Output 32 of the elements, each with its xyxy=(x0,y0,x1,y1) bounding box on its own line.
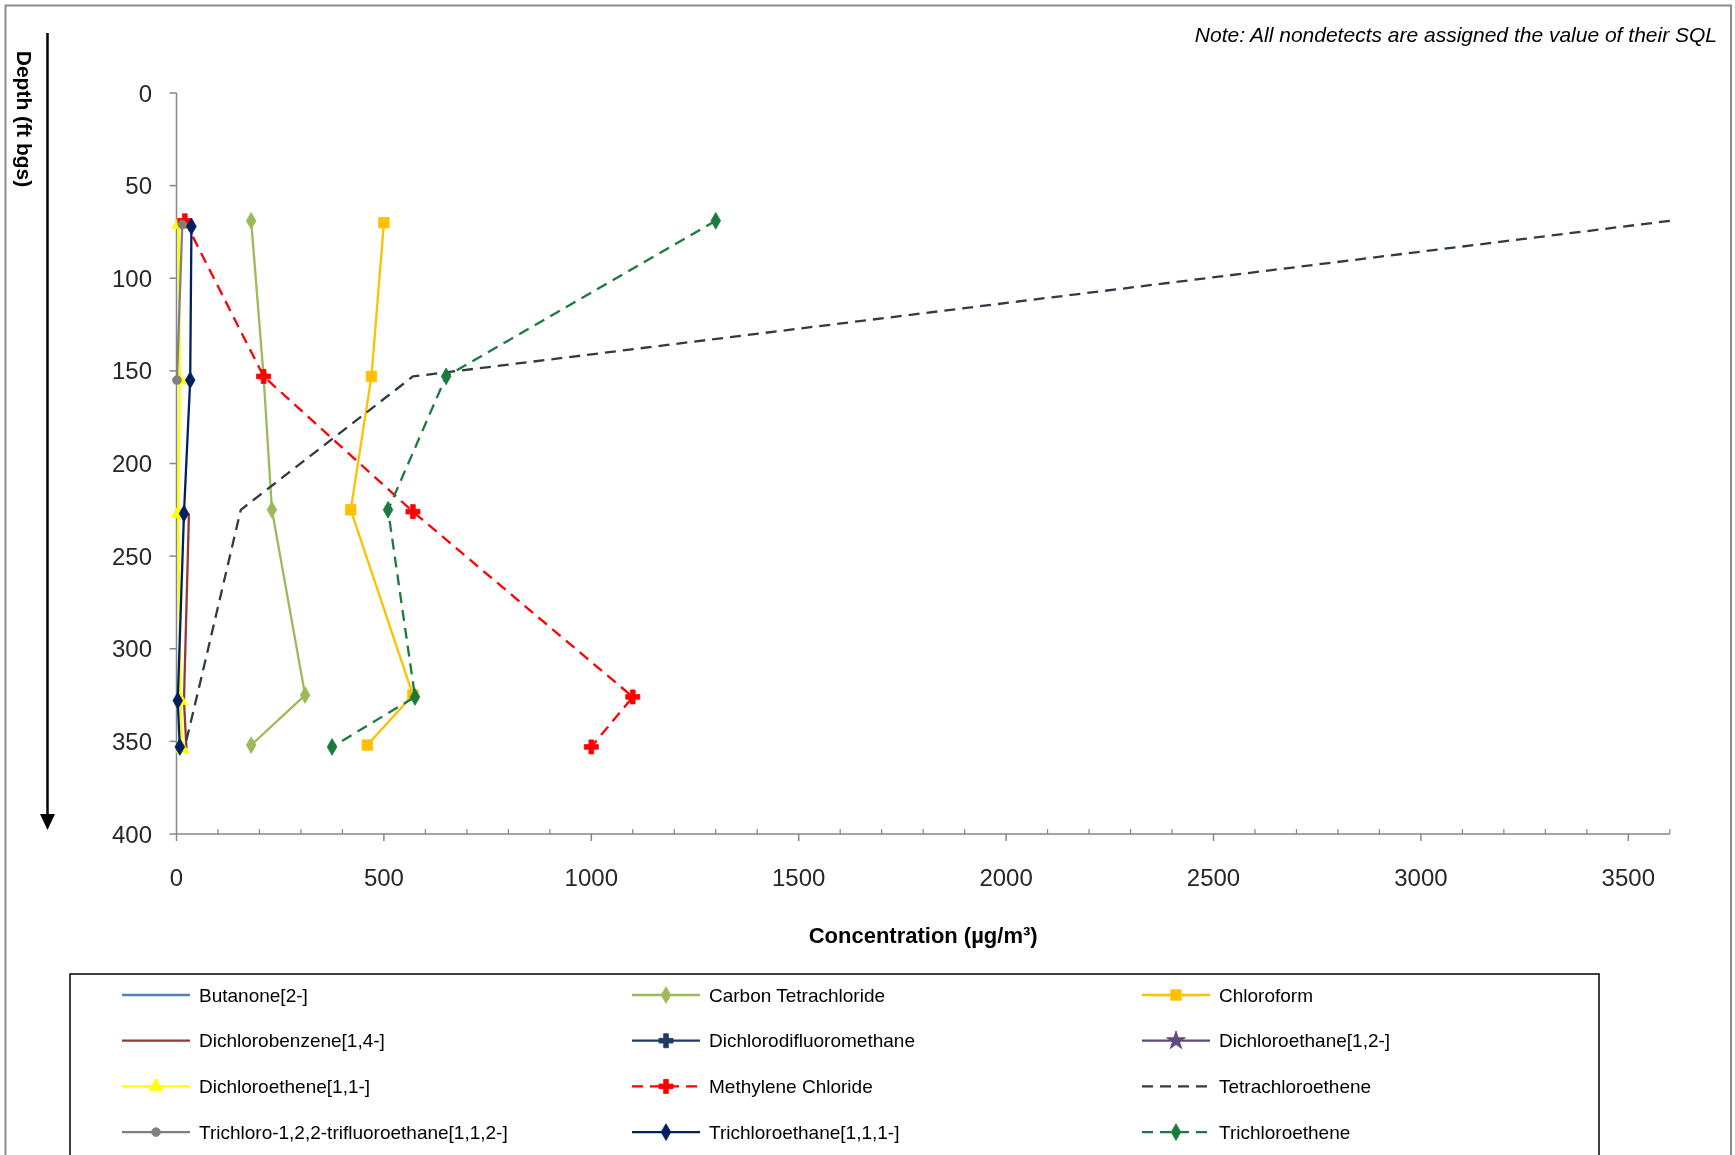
legend-label: Dichlorobenzene[1,4-] xyxy=(199,1030,385,1052)
y-tick-label: 250 xyxy=(111,542,152,570)
legend-label: Chloroform xyxy=(1219,984,1313,1006)
x-tick-label: 2000 xyxy=(979,863,1033,891)
y-tick-label: 50 xyxy=(125,172,152,200)
legend-label: Butanone[2-] xyxy=(199,984,308,1006)
x-tick-label: 3500 xyxy=(1601,863,1656,891)
legend-label: Methylene Chloride xyxy=(709,1075,873,1097)
x-tick-label: 0 xyxy=(169,863,184,891)
x-tick-label: 3000 xyxy=(1394,863,1448,891)
legend-label: Tetrachloroethene xyxy=(1219,1075,1372,1097)
y-tick-label: 200 xyxy=(111,450,152,477)
y-tick-label: 150 xyxy=(111,357,152,385)
y-axis-title: Depth (ft bgs) xyxy=(13,50,37,188)
legend-label: Trichloro-1,2,2-trifluoroethane[1,1,2-] xyxy=(199,1121,508,1143)
legend-label: Dichloroethene[1,1-] xyxy=(199,1075,371,1097)
legend-label: Dichlorodifluoromethane xyxy=(709,1030,915,1052)
y-tick-label: 300 xyxy=(111,635,152,663)
y-tick-label: 400 xyxy=(111,820,152,848)
y-tick-label: 350 xyxy=(111,727,152,755)
y-tick-label: 0 xyxy=(138,79,152,107)
x-tick-label: 1000 xyxy=(564,863,618,891)
legend-label: Trichloroethane[1,1,1-] xyxy=(709,1121,900,1143)
text: Note: All nondetects are assigned the value of their SQL xyxy=(1194,23,1717,46)
x-tick-label: 500 xyxy=(363,863,404,891)
legend-label: Trichloroethene xyxy=(1219,1121,1351,1143)
x-tick-label: 2500 xyxy=(1186,863,1241,891)
x-tick-label: 1500 xyxy=(772,863,826,891)
x-axis-title: Concentration (µg/m³) xyxy=(808,922,1038,948)
legend-label: Dichloroethane[1,2-] xyxy=(1219,1030,1391,1052)
y-tick-label: 100 xyxy=(111,264,152,292)
legend-label: Carbon Tetrachloride xyxy=(709,984,886,1006)
